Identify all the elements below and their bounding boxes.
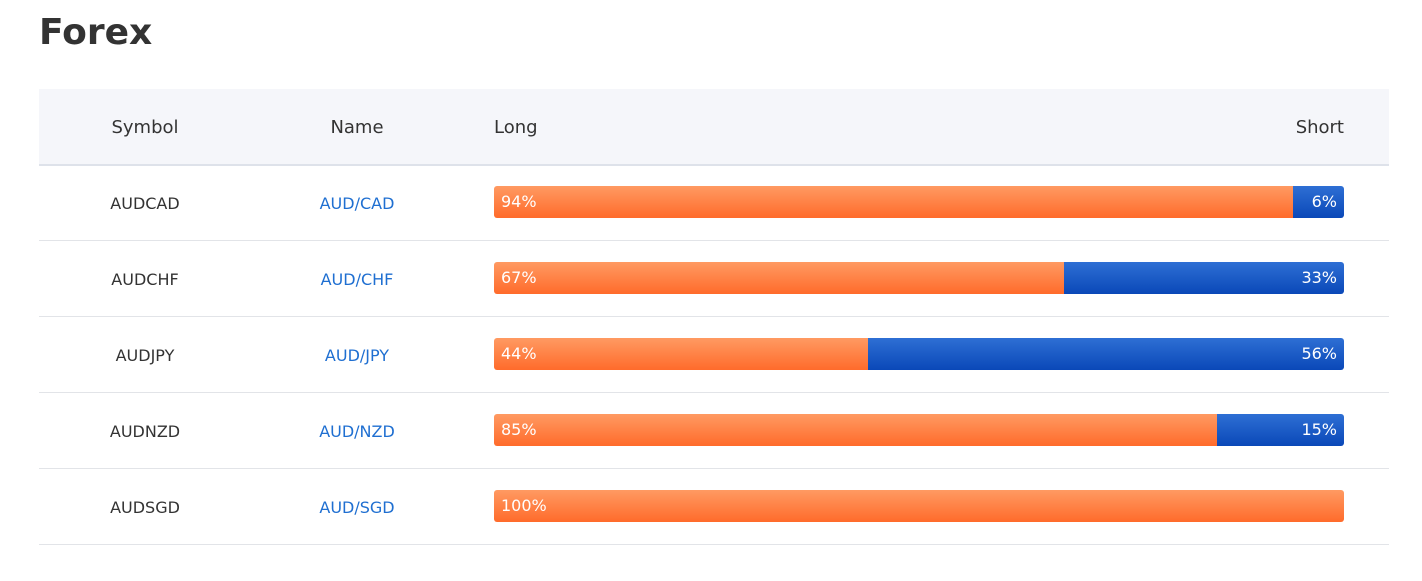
- table-row: [39, 241, 1389, 317]
- symbol-cell: AUDJPY: [115, 346, 175, 365]
- long-bar: [494, 490, 1344, 522]
- long-bar: [494, 338, 868, 370]
- long-label: 67%: [501, 268, 537, 287]
- long-label: 94%: [501, 192, 537, 211]
- short-label: 15%: [1301, 420, 1337, 439]
- long-label: 44%: [501, 344, 537, 363]
- long-bar: [494, 262, 1064, 294]
- table-row: [39, 469, 1389, 545]
- short-bar: [1216, 414, 1344, 446]
- column-header: Name: [330, 117, 384, 138]
- short-label: 6%: [1311, 192, 1337, 211]
- name-link[interactable]: AUD/CHF: [320, 270, 394, 289]
- table-row: [39, 317, 1389, 393]
- short-label: 56%: [1301, 344, 1337, 363]
- short-bar: [868, 338, 1344, 370]
- column-header: Short: [1295, 117, 1344, 138]
- name-link[interactable]: AUD/CAD: [319, 194, 395, 213]
- symbol-cell: AUDCAD: [110, 194, 180, 213]
- name-link[interactable]: AUD/NZD: [319, 422, 395, 441]
- table-row: [39, 393, 1389, 469]
- symbol-cell: AUDCHF: [111, 270, 179, 289]
- short-label: 33%: [1301, 268, 1337, 287]
- long-bar: [494, 186, 1293, 218]
- symbol-cell: AUDSGD: [110, 498, 180, 517]
- long-label: 85%: [501, 420, 537, 439]
- name-link[interactable]: AUD/SGD: [319, 498, 395, 517]
- long-bar: [494, 414, 1217, 446]
- table-header: [39, 89, 1389, 166]
- table-row: [39, 165, 1389, 241]
- symbol-cell: AUDNZD: [109, 422, 181, 441]
- short-bar: [1063, 262, 1344, 294]
- column-header: Long: [494, 117, 538, 138]
- page-title: Forex: [39, 12, 153, 53]
- short-bar: [1293, 186, 1344, 218]
- long-label: 100%: [501, 496, 547, 515]
- name-link[interactable]: AUD/JPY: [324, 346, 390, 365]
- column-header: Symbol: [111, 117, 179, 138]
